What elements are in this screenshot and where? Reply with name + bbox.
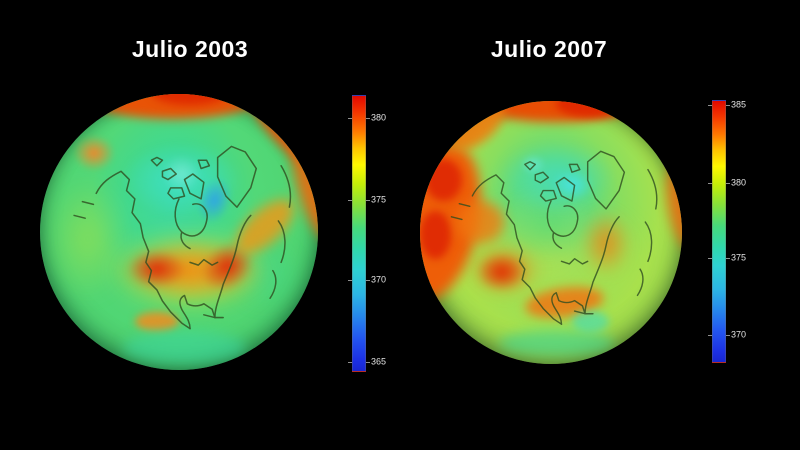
- cold-region: [162, 154, 202, 194]
- heat-region: [456, 200, 504, 244]
- colorbar-tick-label: 380: [731, 177, 747, 188]
- colorbar-tick-label: 385: [731, 99, 747, 110]
- colorbar-tick: [366, 117, 370, 119]
- heat-region: [420, 211, 452, 259]
- colorbar-tick: [708, 258, 712, 260]
- heat-region: [73, 135, 116, 172]
- colorbar-tick: [726, 104, 730, 106]
- colorbar-tick-label: 370: [371, 274, 387, 285]
- colorbar-tick: [348, 199, 352, 201]
- colorbar-gradient: [712, 100, 726, 363]
- cold-region: [123, 331, 246, 365]
- colorbar-tick: [348, 362, 352, 364]
- heat-region: [556, 101, 625, 117]
- colorbar-tick: [726, 183, 730, 185]
- coastlines-overlay: [450, 150, 658, 325]
- heat-region: [477, 253, 525, 291]
- colorbar-tick: [366, 199, 370, 201]
- heat-region: [134, 312, 179, 332]
- colorbar-tick: [348, 117, 352, 119]
- colorbar-tick: [708, 183, 712, 185]
- colorbar-tick: [726, 258, 730, 260]
- panel-title-2003: Julio 2003: [131, 36, 249, 62]
- heat-region: [151, 94, 230, 106]
- heat-region: [425, 158, 462, 201]
- globe-2003: [40, 94, 318, 370]
- cold-region: [498, 329, 614, 357]
- colorbar-tick-label: 375: [731, 252, 747, 263]
- coastlines-overlay: [73, 145, 292, 330]
- colorbar-tick-label: 370: [731, 329, 747, 340]
- colorbar-tick-label: 365: [371, 356, 387, 367]
- colorbar-tick: [708, 335, 712, 337]
- colorbar-tick-label: 375: [371, 194, 387, 205]
- panel-title-2007: Julio 2007: [490, 36, 608, 62]
- colorbar-tick: [366, 362, 370, 364]
- colorbar-2003: 380 375 370 365: [348, 95, 412, 372]
- heat-region: [128, 251, 185, 288]
- colorbar-tick: [366, 280, 370, 282]
- colorbar-gradient: [352, 95, 366, 372]
- cold-region: [571, 311, 609, 333]
- colorbar-tick: [726, 335, 730, 337]
- cold-region: [519, 153, 546, 175]
- colorbar-tick: [708, 104, 712, 106]
- colorbar-2007: 385 380 375 370: [708, 99, 772, 363]
- colorbar-tick: [348, 280, 352, 282]
- globe-2007: [420, 101, 682, 364]
- colorbar-tick-label: 380: [371, 112, 387, 123]
